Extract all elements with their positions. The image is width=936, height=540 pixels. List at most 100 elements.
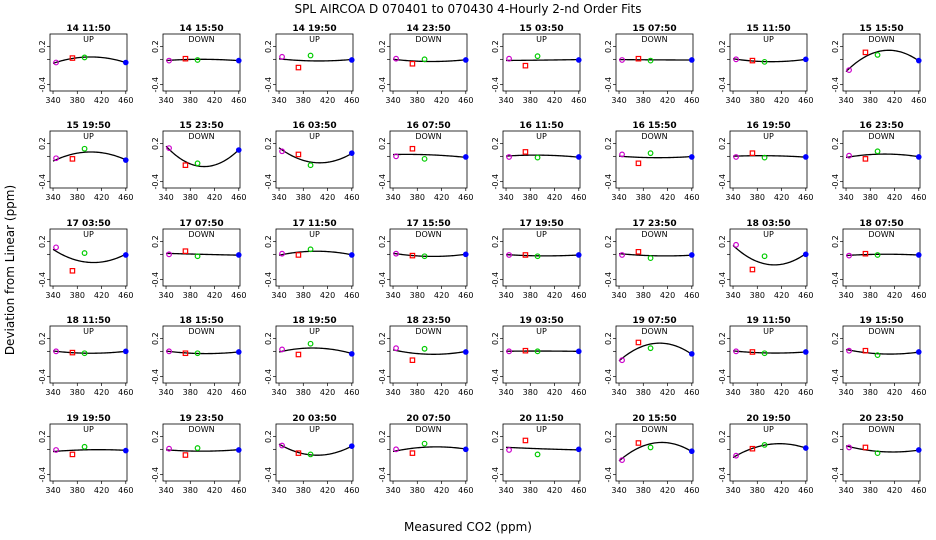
panel-frame — [502, 228, 581, 287]
panel-title: 20 19:50 — [746, 414, 790, 424]
data-point-standard-1 — [393, 153, 399, 160]
panel-frame — [162, 228, 241, 287]
x-tick-label: 420 — [320, 291, 335, 300]
panel-frame — [389, 228, 468, 287]
x-tick-label: 460 — [344, 96, 359, 105]
y-tick-label: -0.4 — [378, 77, 387, 93]
panel-frame — [162, 423, 241, 482]
x-tick-label: 420 — [320, 193, 335, 202]
data-point-standard-1 — [619, 151, 625, 158]
x-tick-label: 380 — [70, 486, 85, 495]
data-point-standard-2 — [749, 349, 756, 355]
x-tick-label: 460 — [571, 96, 586, 105]
panel-title: 16 23:50 — [859, 121, 903, 131]
panel-frame — [389, 423, 468, 482]
fit-curve — [845, 445, 919, 453]
data-point-standard-3 — [194, 350, 201, 357]
panel-title: 16 19:50 — [746, 121, 790, 131]
data-point-standard-4 — [688, 154, 695, 160]
data-point-standard-2 — [295, 64, 302, 71]
y-tick-label: -0.4 — [264, 77, 273, 93]
panel-direction-label: UP — [763, 425, 774, 434]
data-point-standard-4 — [575, 154, 582, 160]
panel-title: 17 15:50 — [406, 219, 450, 229]
data-point-standard-1 — [733, 154, 739, 160]
x-tick-label: 420 — [547, 96, 562, 105]
data-point-standard-4 — [462, 251, 469, 258]
x-tick-label: 420 — [887, 486, 902, 495]
data-point-standard-4 — [122, 252, 129, 258]
panel-direction-label: DOWN — [868, 230, 894, 239]
y-tick-label: -0.4 — [831, 467, 840, 483]
panel-direction-label: DOWN — [188, 230, 214, 239]
x-tick-label: 340 — [385, 96, 400, 105]
data-point-standard-4 — [915, 252, 922, 258]
fit-curve — [393, 153, 466, 159]
fit-curve — [52, 449, 126, 453]
data-point-standard-4 — [348, 150, 355, 156]
data-point-standard-1 — [846, 252, 852, 259]
x-tick-label: 460 — [231, 388, 246, 397]
x-tick-label: 420 — [207, 388, 222, 397]
data-point-standard-3 — [761, 58, 768, 65]
panel-frame — [729, 325, 808, 384]
data-point-standard-4 — [235, 57, 242, 64]
data-point-standard-3 — [874, 450, 881, 457]
panel-title: 19 07:50 — [632, 316, 676, 326]
x-tick-label: 340 — [498, 388, 513, 397]
x-tick-label: 420 — [887, 96, 902, 105]
y-tick-label: 0.2 — [264, 40, 273, 53]
panel-title: 19 23:50 — [179, 414, 223, 424]
data-point-standard-2 — [862, 156, 869, 162]
x-tick-label: 460 — [458, 388, 473, 397]
fit-curve — [392, 349, 466, 355]
y-tick-label: 0.2 — [151, 137, 160, 150]
data-point-standard-2 — [409, 450, 416, 456]
y-tick-label: 0.2 — [831, 137, 840, 150]
data-point-standard-4 — [462, 57, 469, 63]
x-tick-label: 460 — [798, 96, 813, 105]
x-tick-label: 420 — [94, 96, 109, 105]
fit-curve — [506, 58, 579, 62]
data-point-standard-3 — [81, 54, 88, 61]
data-point-standard-1 — [506, 154, 512, 160]
data-point-standard-3 — [421, 56, 428, 63]
x-tick-label: 420 — [774, 96, 789, 105]
x-tick-label: 460 — [798, 388, 813, 397]
data-point-standard-3 — [534, 154, 541, 161]
data-point-standard-2 — [182, 350, 189, 357]
x-tick-label: 340 — [158, 96, 173, 105]
y-tick-label: -0.4 — [38, 77, 47, 93]
data-point-standard-1 — [166, 251, 172, 258]
x-tick-label: 380 — [750, 96, 765, 105]
panel-direction-label: UP — [536, 425, 547, 434]
x-tick-label: 420 — [547, 388, 562, 397]
fit-curve — [732, 350, 806, 354]
data-point-standard-2 — [749, 266, 756, 273]
data-point-standard-1 — [279, 53, 285, 60]
panel-frame — [729, 228, 808, 287]
panel-title: 16 07:50 — [406, 121, 450, 131]
x-tick-label: 380 — [410, 193, 425, 202]
panel-frame — [842, 130, 921, 189]
x-tick-label: 460 — [684, 291, 699, 300]
data-point-standard-1 — [619, 57, 625, 63]
data-point-standard-4 — [802, 56, 809, 63]
y-tick-label: -0.4 — [831, 272, 840, 288]
y-tick-label: -0.4 — [604, 467, 613, 483]
panel-title: 15 07:50 — [632, 24, 676, 34]
fit-curve — [618, 155, 692, 159]
fit-curve — [505, 446, 579, 451]
x-tick-label: 340 — [725, 96, 740, 105]
data-point-standard-4 — [122, 59, 129, 66]
data-point-standard-3 — [194, 160, 201, 167]
data-point-standard-3 — [307, 52, 314, 59]
y-tick-label: 0.2 — [718, 235, 727, 248]
